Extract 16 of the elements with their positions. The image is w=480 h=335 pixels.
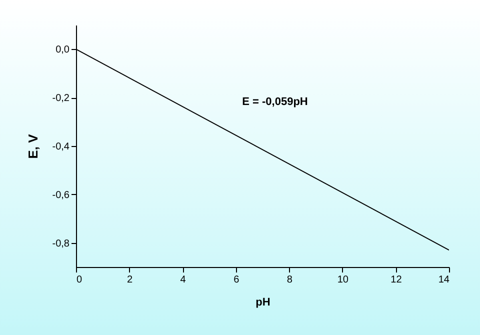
y-tick-label: -0,6 (52, 190, 70, 201)
annotation: E = -0,059pH (242, 96, 308, 108)
x-tick-label: 12 (390, 274, 402, 286)
y-tick-label: -0,4 (52, 142, 70, 152)
y-tick-label: 0,0 (56, 44, 70, 56)
y-axis-title: E, V (25, 134, 40, 159)
x-tick-label: 10 (337, 274, 349, 286)
y-tick-label: -0,2 (52, 93, 70, 104)
x-tick-label: 6 (234, 274, 240, 286)
x-tick-label: 14 (438, 274, 450, 286)
x-tick-label: 2 (127, 274, 134, 286)
x-tick-label: 0 (76, 274, 82, 286)
y-tick-label: -0,8 (52, 238, 70, 250)
x-tick-label: 8 (286, 274, 293, 286)
x-axis-title: pH (256, 296, 270, 308)
x-tick-label: 4 (180, 274, 186, 286)
